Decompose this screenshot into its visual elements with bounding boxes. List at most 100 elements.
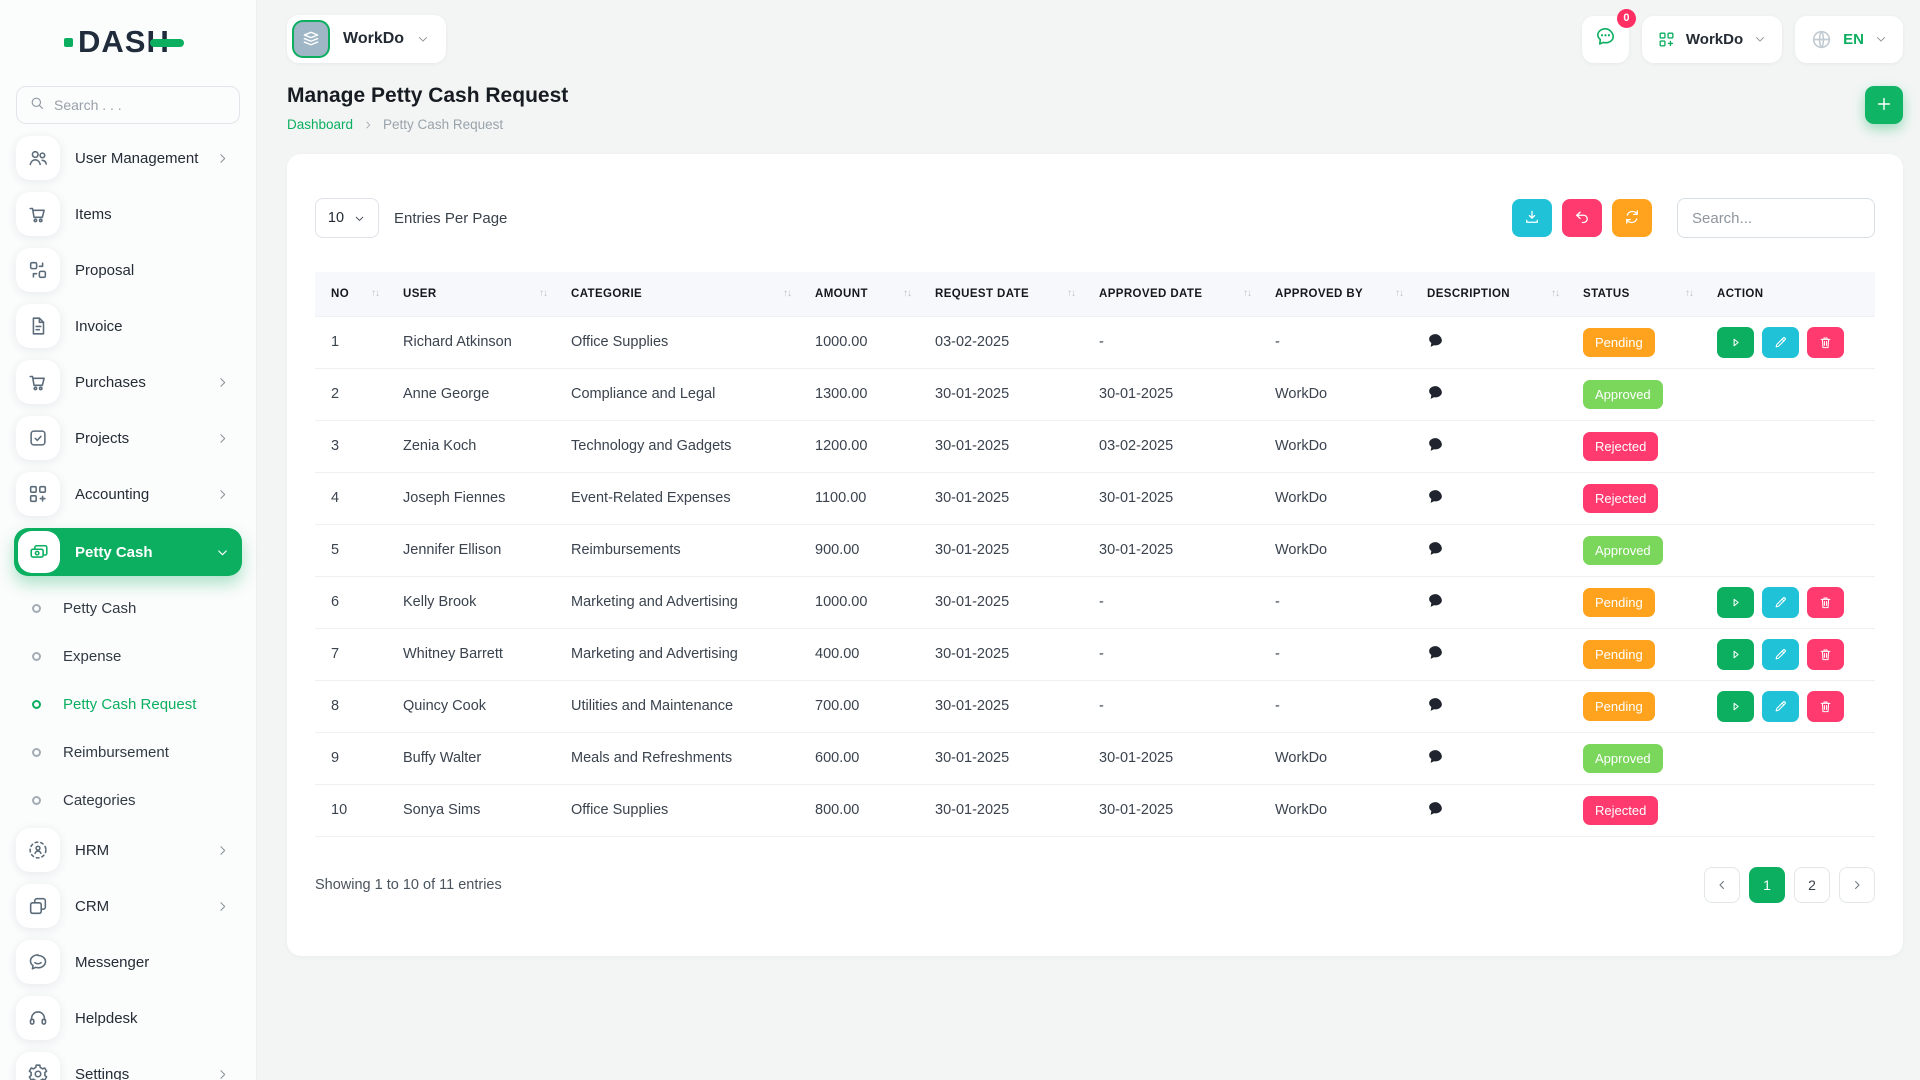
export-button[interactable]: [1512, 199, 1552, 237]
sidebar-item-projects[interactable]: Projects: [14, 416, 242, 460]
sidebar-subitem-label: Categories: [63, 791, 136, 809]
description-comment-icon[interactable]: [1427, 436, 1444, 453]
description-comment-icon[interactable]: [1427, 800, 1444, 817]
cell-action: [1707, 783, 1875, 837]
main-area: WorkDo 0 WorkDo EN: [256, 0, 1920, 1080]
cell-user: Zenia Koch: [393, 419, 561, 472]
description-comment-icon[interactable]: [1427, 696, 1444, 713]
sidebar-search-input[interactable]: [54, 97, 214, 113]
view-request-button[interactable]: [1717, 638, 1754, 670]
sidebar-item-crm[interactable]: CRM: [14, 884, 242, 928]
description-comment-icon[interactable]: [1427, 332, 1444, 349]
sidebar-subitem-petty-cash-request[interactable]: Petty Cash Request: [14, 684, 242, 724]
cell-approved-by: WorkDo: [1265, 367, 1417, 420]
next-page-button[interactable]: [1839, 866, 1875, 903]
sidebar-subitem-reimbursement[interactable]: Reimbursement: [14, 732, 242, 772]
sort-icon[interactable]: ↑↓: [1243, 288, 1252, 300]
cell-status: Rejected: [1573, 471, 1707, 524]
column-header-description[interactable]: DESCRIPTION ↑↓: [1417, 272, 1573, 316]
edit-request-button[interactable]: [1762, 586, 1799, 618]
column-header-approved-date[interactable]: APPROVED DATE ↑↓: [1089, 272, 1265, 316]
sidebar-subitem-categories[interactable]: Categories: [14, 780, 242, 820]
column-header-user[interactable]: USER ↑↓: [393, 272, 561, 316]
app-switcher[interactable]: WorkDo: [1641, 15, 1783, 63]
column-header-status[interactable]: STATUS ↑↓: [1573, 272, 1707, 316]
delete-request-button[interactable]: [1807, 326, 1844, 358]
sidebar-subitem-petty-cash[interactable]: Petty Cash: [14, 588, 242, 628]
sort-icon[interactable]: ↑↓: [539, 288, 548, 300]
description-comment-icon[interactable]: [1427, 644, 1444, 661]
sidebar-item-petty-cash[interactable]: Petty Cash: [14, 528, 242, 576]
column-header-categorie[interactable]: CATEGORIE ↑↓: [561, 272, 805, 316]
delete-request-button[interactable]: [1807, 690, 1844, 722]
cell-amount: 800.00: [805, 783, 925, 837]
sidebar-item-purchases[interactable]: Purchases: [14, 360, 242, 404]
add-request-button[interactable]: [1865, 86, 1903, 124]
sidebar-item-helpdesk[interactable]: Helpdesk: [14, 996, 242, 1040]
column-header-request-date[interactable]: REQUEST DATE ↑↓: [925, 272, 1089, 316]
delete-request-button[interactable]: [1807, 586, 1844, 618]
row-actions: [1717, 690, 1865, 722]
view-request-button[interactable]: [1717, 326, 1754, 358]
column-header-amount[interactable]: AMOUNT ↑↓: [805, 272, 925, 316]
delete-request-button[interactable]: [1807, 638, 1844, 670]
sort-icon[interactable]: ↑↓: [1685, 288, 1694, 300]
sidebar-search[interactable]: [16, 86, 240, 124]
sidebar-item-label: Messenger: [75, 953, 150, 971]
prev-page-button[interactable]: [1704, 866, 1740, 903]
workspace-switcher[interactable]: WorkDo: [287, 15, 447, 63]
reset-button[interactable]: [1562, 199, 1602, 237]
description-comment-icon[interactable]: [1427, 748, 1444, 765]
description-comment-icon[interactable]: [1427, 592, 1444, 609]
view-request-button[interactable]: [1717, 690, 1754, 722]
edit-request-button[interactable]: [1762, 638, 1799, 670]
chevron-right-icon: [215, 1067, 230, 1080]
chevron-left-icon: [1715, 878, 1729, 892]
sidebar-item-invoice[interactable]: Invoice: [14, 304, 242, 348]
sidebar-subitem-expense[interactable]: Expense: [14, 636, 242, 676]
cell-status: Pending: [1573, 575, 1707, 628]
column-label: STATUS: [1583, 287, 1630, 300]
view-request-button[interactable]: [1717, 586, 1754, 618]
cell-request-date: 30-01-2025: [925, 471, 1089, 524]
table-row: 2 Anne George Compliance and Legal 1300.00 3…: [315, 367, 1875, 420]
trash-icon: [1818, 647, 1833, 662]
sort-icon[interactable]: ↑↓: [1395, 288, 1404, 300]
sort-icon[interactable]: ↑↓: [371, 288, 380, 300]
sidebar-item-hrm[interactable]: HRM: [14, 828, 242, 872]
sidebar-item-proposal[interactable]: Proposal: [14, 248, 242, 292]
description-comment-icon[interactable]: [1427, 488, 1444, 505]
invoice-icon: [16, 304, 60, 348]
breadcrumb-dashboard-link[interactable]: Dashboard: [287, 117, 354, 132]
table-search-input[interactable]: [1677, 198, 1875, 238]
sidebar-item-accounting[interactable]: Accounting: [14, 472, 242, 516]
description-comment-icon[interactable]: [1427, 540, 1444, 557]
sort-icon[interactable]: ↑↓: [783, 288, 792, 300]
edit-request-button[interactable]: [1762, 326, 1799, 358]
workspace-building-icon: [292, 20, 330, 58]
column-label: REQUEST DATE: [935, 287, 1030, 300]
sort-icon[interactable]: ↑↓: [1551, 288, 1560, 300]
caret-right-icon: [1728, 335, 1743, 350]
sort-icon[interactable]: ↑↓: [903, 288, 912, 300]
cell-approved-by: WorkDo: [1265, 731, 1417, 784]
language-selector[interactable]: EN: [1795, 15, 1903, 63]
column-header-no[interactable]: NO ↑↓: [315, 272, 393, 316]
page-button-1[interactable]: 1: [1749, 866, 1785, 903]
sidebar-item-user-management[interactable]: User Management: [14, 136, 242, 180]
edit-request-button[interactable]: [1762, 690, 1799, 722]
column-header-approved-by[interactable]: APPROVED BY ↑↓: [1265, 272, 1417, 316]
sidebar-item-settings[interactable]: Settings: [14, 1052, 242, 1080]
description-comment-icon[interactable]: [1427, 384, 1444, 401]
topbar-actions: 0 WorkDo EN: [1581, 8, 1903, 63]
cell-action: [1707, 419, 1875, 472]
chat-icon: [1594, 25, 1617, 53]
sort-icon[interactable]: ↑↓: [1067, 288, 1076, 300]
chevron-right-icon: [1850, 878, 1864, 892]
refresh-button[interactable]: [1612, 199, 1652, 237]
messages-button[interactable]: 0: [1581, 8, 1636, 63]
entries-per-page-select[interactable]: 10: [315, 198, 379, 238]
sidebar-item-messenger[interactable]: Messenger: [14, 940, 242, 984]
page-button-2[interactable]: 2: [1794, 866, 1830, 903]
sidebar-item-items[interactable]: Items: [14, 192, 242, 236]
